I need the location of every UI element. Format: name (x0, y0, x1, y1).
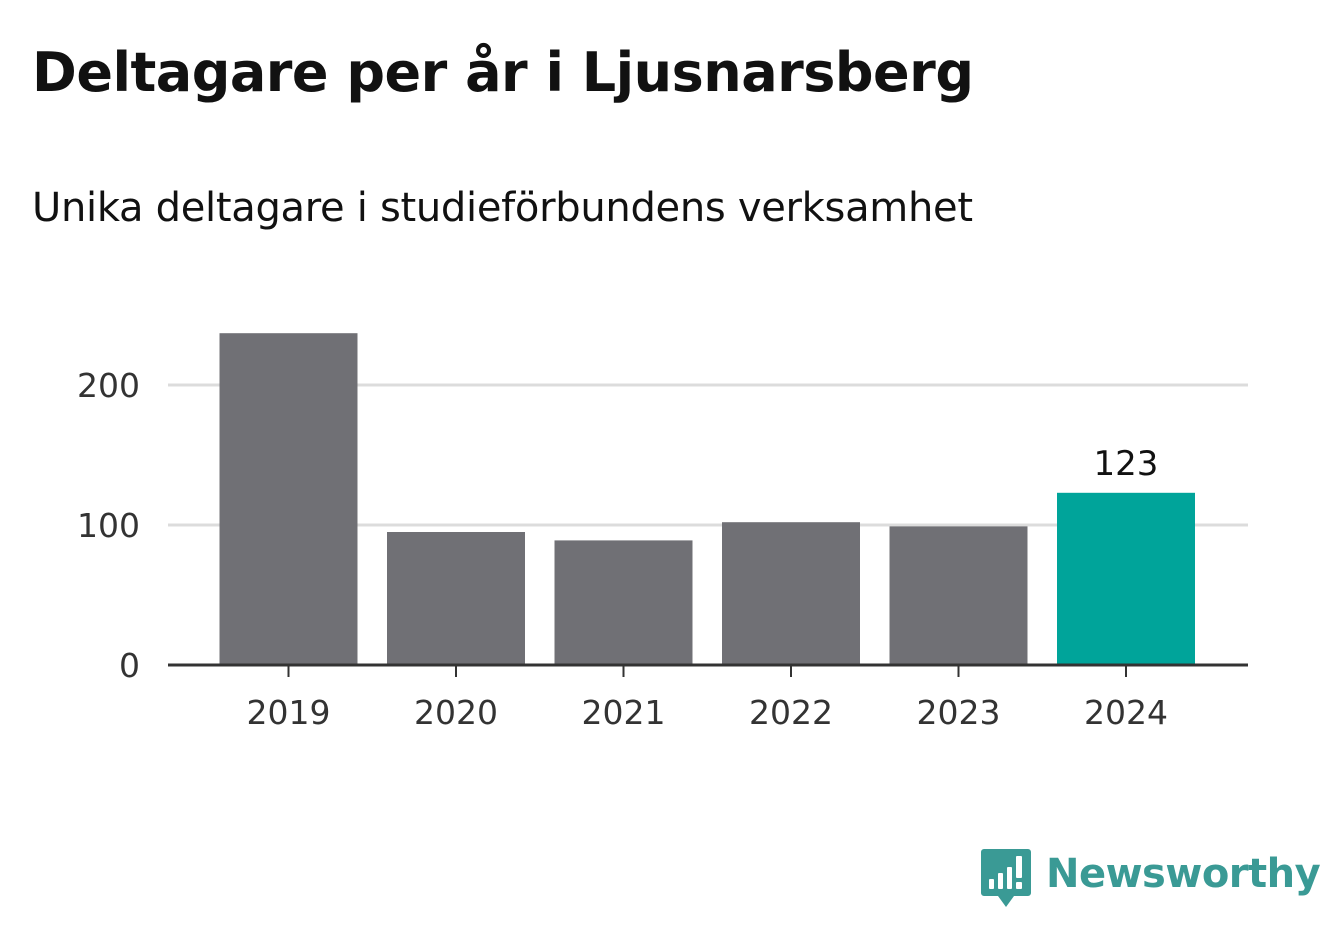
bar-2024 (1057, 492, 1195, 665)
bar-2022 (722, 522, 860, 665)
y-tick-label-200: 200 (77, 366, 140, 405)
bar-chart: 0 100 200 2019 2020 2021 2022 2023 2024 123 (77, 333, 1248, 732)
chart-title: Deltagare per år i Ljusnarsberg (32, 41, 974, 104)
bar-2020 (387, 532, 525, 665)
chart-subtitle: Unika deltagare i studieförbundens verks… (32, 185, 973, 231)
data-label-2024: 123 (1094, 444, 1159, 484)
x-tick-label-2019: 2019 (247, 693, 331, 732)
bar-2021 (554, 540, 693, 665)
x-tick-label-2020: 2020 (414, 693, 498, 732)
x-tick-label-2021: 2021 (582, 693, 666, 732)
x-tick-label-2024: 2024 (1084, 693, 1168, 732)
y-tick-label-0: 0 (119, 646, 140, 685)
newsworthy-logo-icon (981, 849, 1031, 907)
x-tick-label-2022: 2022 (749, 693, 833, 732)
y-tick-label-100: 100 (77, 506, 140, 545)
x-tick-label-2023: 2023 (917, 693, 1001, 732)
bar-2019 (219, 333, 358, 665)
bar-2023 (889, 526, 1028, 665)
brand-name: Newsworthy (1046, 851, 1321, 897)
brand: Newsworthy (980, 846, 1321, 910)
